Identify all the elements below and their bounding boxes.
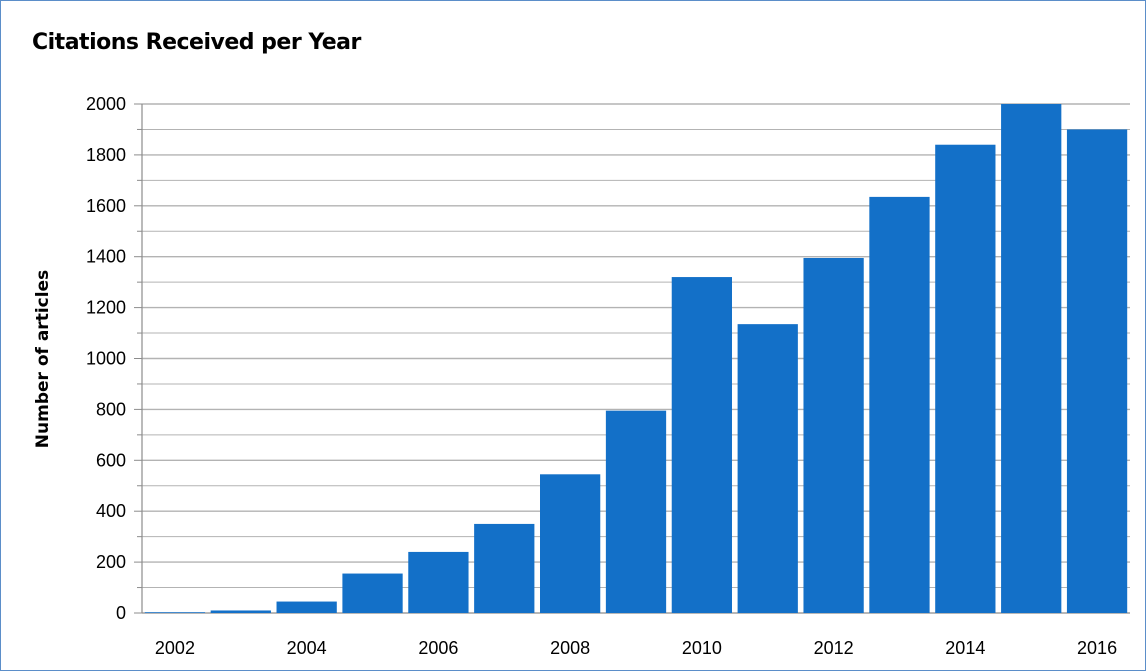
y-tick-label: 1400 <box>86 247 126 267</box>
x-tick-label: 2010 <box>682 638 722 658</box>
y-axis-label: Number of articles <box>33 270 53 448</box>
x-tick-label: 2002 <box>155 638 195 658</box>
bar-2004 <box>276 601 337 613</box>
bar-2014 <box>935 144 996 613</box>
y-tick-label: 600 <box>96 450 126 470</box>
bar-2003 <box>210 610 271 613</box>
bar-2007 <box>474 523 535 613</box>
x-tick-label: 2004 <box>287 638 327 658</box>
bar-2009 <box>605 410 667 613</box>
y-tick-label: 200 <box>96 552 126 572</box>
bar-2010 <box>671 277 732 613</box>
y-tick-label: 1200 <box>86 298 126 318</box>
x-tick-label: 2012 <box>814 638 854 658</box>
bar-2013 <box>869 196 930 613</box>
y-tick-label: 1000 <box>86 349 126 369</box>
y-tick-label: 800 <box>96 399 126 419</box>
bar-2011 <box>737 324 798 613</box>
x-tick-label: 2006 <box>418 638 458 658</box>
bar-2016 <box>1066 129 1128 613</box>
bar-2005 <box>342 573 403 613</box>
bar-2008 <box>540 474 601 613</box>
bar-2006 <box>408 551 469 613</box>
y-tick-label: 1800 <box>86 145 126 165</box>
chart-title: Citations Received per Year <box>32 30 361 55</box>
x-tick-labels: 2002 2004 2006 2008 2010 2012 2014 2016 <box>155 638 1117 658</box>
y-tick-labels: 0 200 400 600 800 1000 1200 1400 1600 1800 2000 <box>86 94 126 623</box>
bar-2012 <box>803 257 864 613</box>
bars <box>144 104 1128 613</box>
y-tick-label: 1600 <box>86 196 126 216</box>
y-tick-label: 400 <box>96 501 126 521</box>
x-tick-label: 2008 <box>550 638 590 658</box>
x-tick-label: 2014 <box>945 638 985 658</box>
y-tick-label: 0 <box>116 603 126 623</box>
bar-2015 <box>1001 104 1062 613</box>
bar-2002 <box>144 612 206 613</box>
y-tick-label: 2000 <box>86 94 126 114</box>
x-tick-label: 2016 <box>1077 638 1117 658</box>
